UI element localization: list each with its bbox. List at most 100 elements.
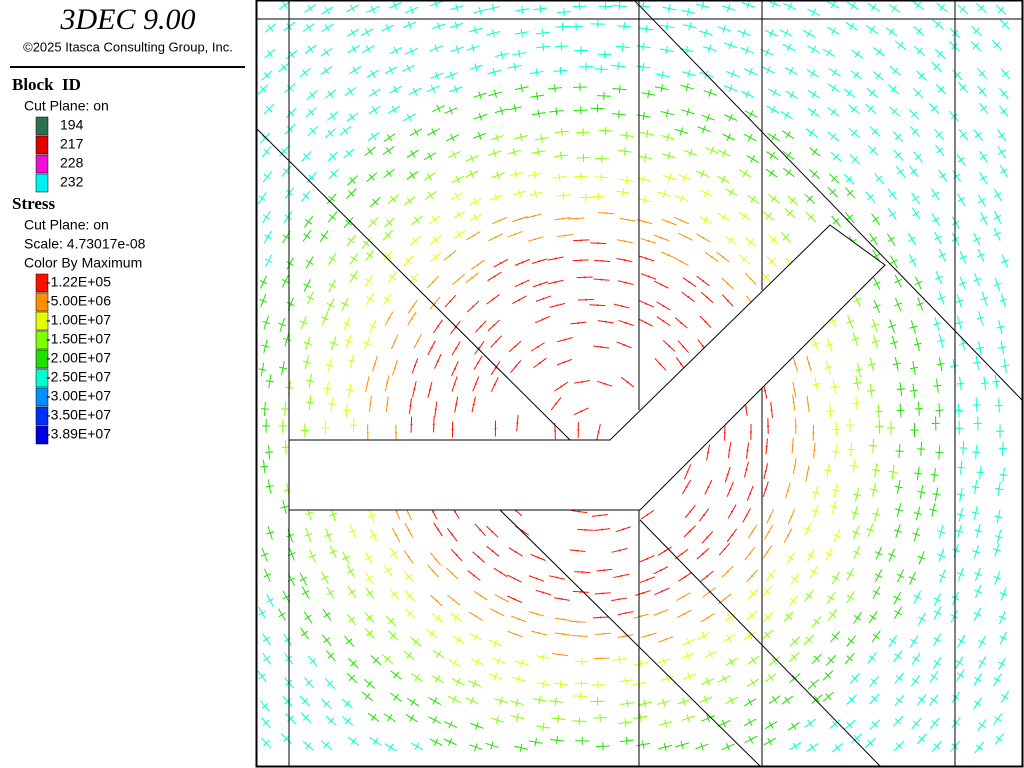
legend-text: Scale: 4.73017e-08	[24, 236, 146, 252]
stress-cross	[742, 508, 751, 523]
stress-cross	[595, 632, 612, 635]
stress-cross	[744, 547, 756, 561]
stress-cross	[494, 696, 509, 705]
stress-cross	[319, 230, 329, 243]
stress-cross	[321, 23, 334, 33]
stress-cross	[451, 678, 465, 686]
stress-cross	[846, 1, 860, 10]
stress-cross	[512, 295, 527, 305]
stress-cross	[654, 358, 667, 371]
stress-cross	[429, 738, 443, 746]
stress-cross	[929, 103, 940, 114]
stress-cross	[450, 3, 464, 12]
stress-cross	[488, 672, 503, 681]
stress-cross	[307, 655, 318, 667]
stress-cross	[977, 719, 987, 731]
stress-cross	[305, 256, 314, 269]
stress-cross	[917, 485, 926, 500]
stress-cross	[974, 524, 983, 538]
stress-cross	[933, 633, 942, 646]
stress-cross	[348, 354, 357, 368]
stress-cross	[792, 356, 799, 372]
stress-cross	[783, 528, 793, 543]
stress-cross	[684, 505, 696, 519]
legend-text: Color By Maximum	[24, 255, 142, 271]
stress-cross	[980, 212, 988, 225]
stress-cross	[934, 128, 945, 141]
stress-cross	[807, 107, 820, 117]
stress-cross	[324, 528, 333, 542]
stress-cross	[853, 488, 862, 502]
stress-cross	[494, 594, 510, 603]
stress-cross	[490, 377, 499, 392]
stress-cross	[451, 175, 465, 184]
stress-cross	[389, 85, 403, 94]
stress-cross	[364, 627, 375, 639]
stress-cross	[257, 670, 267, 683]
stress-cross	[327, 211, 338, 223]
stress-cross	[909, 126, 921, 138]
stress-cross	[556, 358, 573, 366]
legend-title: Stress	[12, 194, 56, 213]
stress-cross	[959, 250, 967, 265]
stress-cross	[768, 88, 781, 97]
stress-cross	[530, 342, 545, 352]
stress-cross	[658, 636, 674, 643]
stress-cross	[994, 509, 1003, 524]
stress-cross	[413, 333, 422, 349]
stress-cross	[744, 272, 757, 285]
stress-cross	[446, 567, 459, 580]
stress-cross	[724, 612, 737, 623]
stress-cross	[363, 336, 371, 351]
stress-cross	[661, 133, 675, 142]
stress-cross	[598, 2, 613, 11]
stress-cross	[407, 311, 417, 326]
stress-cross	[535, 589, 552, 596]
stress-cross	[612, 1, 627, 11]
stress-cross	[938, 569, 947, 583]
stress-cross	[955, 524, 964, 539]
stress-cross	[892, 131, 904, 143]
stress-cross	[308, 549, 317, 563]
stress-cross	[994, 733, 1004, 745]
stress-cross	[681, 69, 696, 78]
stress-cross	[908, 232, 917, 246]
stress-cross	[432, 416, 435, 433]
stress-cross	[910, 675, 921, 687]
stress-cross	[596, 424, 601, 440]
stress-cross	[682, 672, 696, 681]
stress-cross	[617, 147, 632, 156]
stress-cross	[872, 586, 881, 599]
stress-cross	[890, 255, 898, 268]
stress-cross	[743, 718, 757, 727]
stress-cross	[411, 673, 424, 682]
stress-cross	[914, 466, 923, 481]
stress-cross	[507, 230, 523, 238]
stress-cross	[527, 236, 544, 242]
stress-cross	[848, 127, 860, 138]
stress-cross	[510, 713, 525, 722]
stress-cross	[283, 211, 293, 224]
stress-cross	[970, 40, 982, 52]
stress-cross	[933, 593, 942, 607]
stress-cross	[931, 416, 940, 431]
stress-cross	[488, 233, 504, 242]
legend-swatch	[35, 387, 49, 407]
stress-cross	[929, 503, 938, 517]
stress-cross	[264, 254, 273, 268]
stress-cross	[723, 41, 738, 50]
stress-cross	[852, 396, 861, 411]
stress-cross	[724, 235, 737, 246]
stress-cross	[893, 591, 902, 605]
stress-cross	[528, 738, 543, 747]
stress-cross	[574, 679, 589, 688]
stress-cross	[826, 0, 840, 9]
stress-cross	[405, 6, 419, 14]
stress-cross	[489, 193, 504, 202]
stress-cross	[696, 275, 710, 287]
legend-label: 217	[60, 136, 84, 152]
stress-cross	[572, 259, 589, 262]
stress-cross	[682, 277, 697, 288]
stress-cross	[913, 590, 922, 604]
stress-cross	[869, 126, 881, 137]
